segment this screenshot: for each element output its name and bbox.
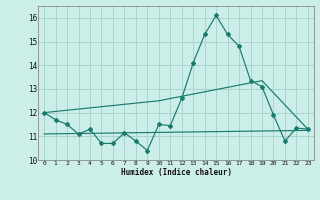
X-axis label: Humidex (Indice chaleur): Humidex (Indice chaleur) <box>121 168 231 177</box>
